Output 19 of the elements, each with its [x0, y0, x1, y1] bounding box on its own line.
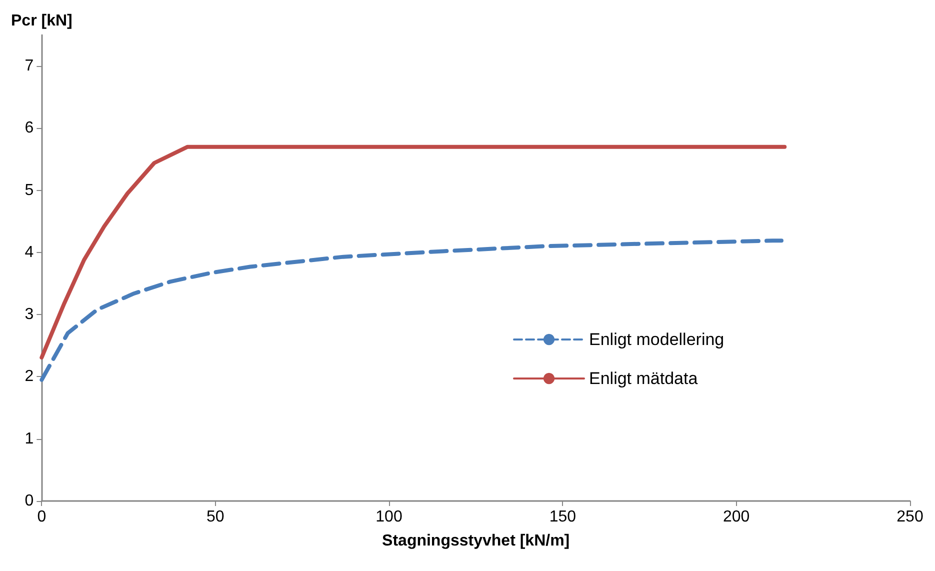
- legend-label: Enligt mätdata: [589, 369, 698, 388]
- x-axis-title: Stagningsstyvhet [kN/m]: [382, 532, 570, 550]
- y-tick-label: 6: [24, 120, 34, 137]
- x-tick-label: 100: [376, 508, 402, 526]
- y-axis-title: Pcr [kN]: [10, 12, 72, 30]
- y-tick-label: 0: [24, 492, 34, 510]
- line-series: [40, 144, 787, 360]
- x-tick-label: 50: [206, 508, 224, 526]
- y-tick-label: 1: [24, 430, 34, 448]
- x-tick-label: 0: [37, 508, 46, 526]
- y-tick-label: 5: [24, 182, 34, 199]
- y-tick-label: 4: [24, 244, 34, 261]
- x-tick-label: 150: [549, 508, 576, 526]
- legend-label: Enligt modellering: [589, 330, 724, 349]
- x-tick-label: 200: [722, 508, 750, 526]
- y-tick-label: 3: [24, 306, 34, 324]
- x-tick-label: 250: [896, 508, 924, 526]
- y-tick-label: 2: [24, 368, 34, 386]
- y-tick-label: 7: [24, 58, 34, 75]
